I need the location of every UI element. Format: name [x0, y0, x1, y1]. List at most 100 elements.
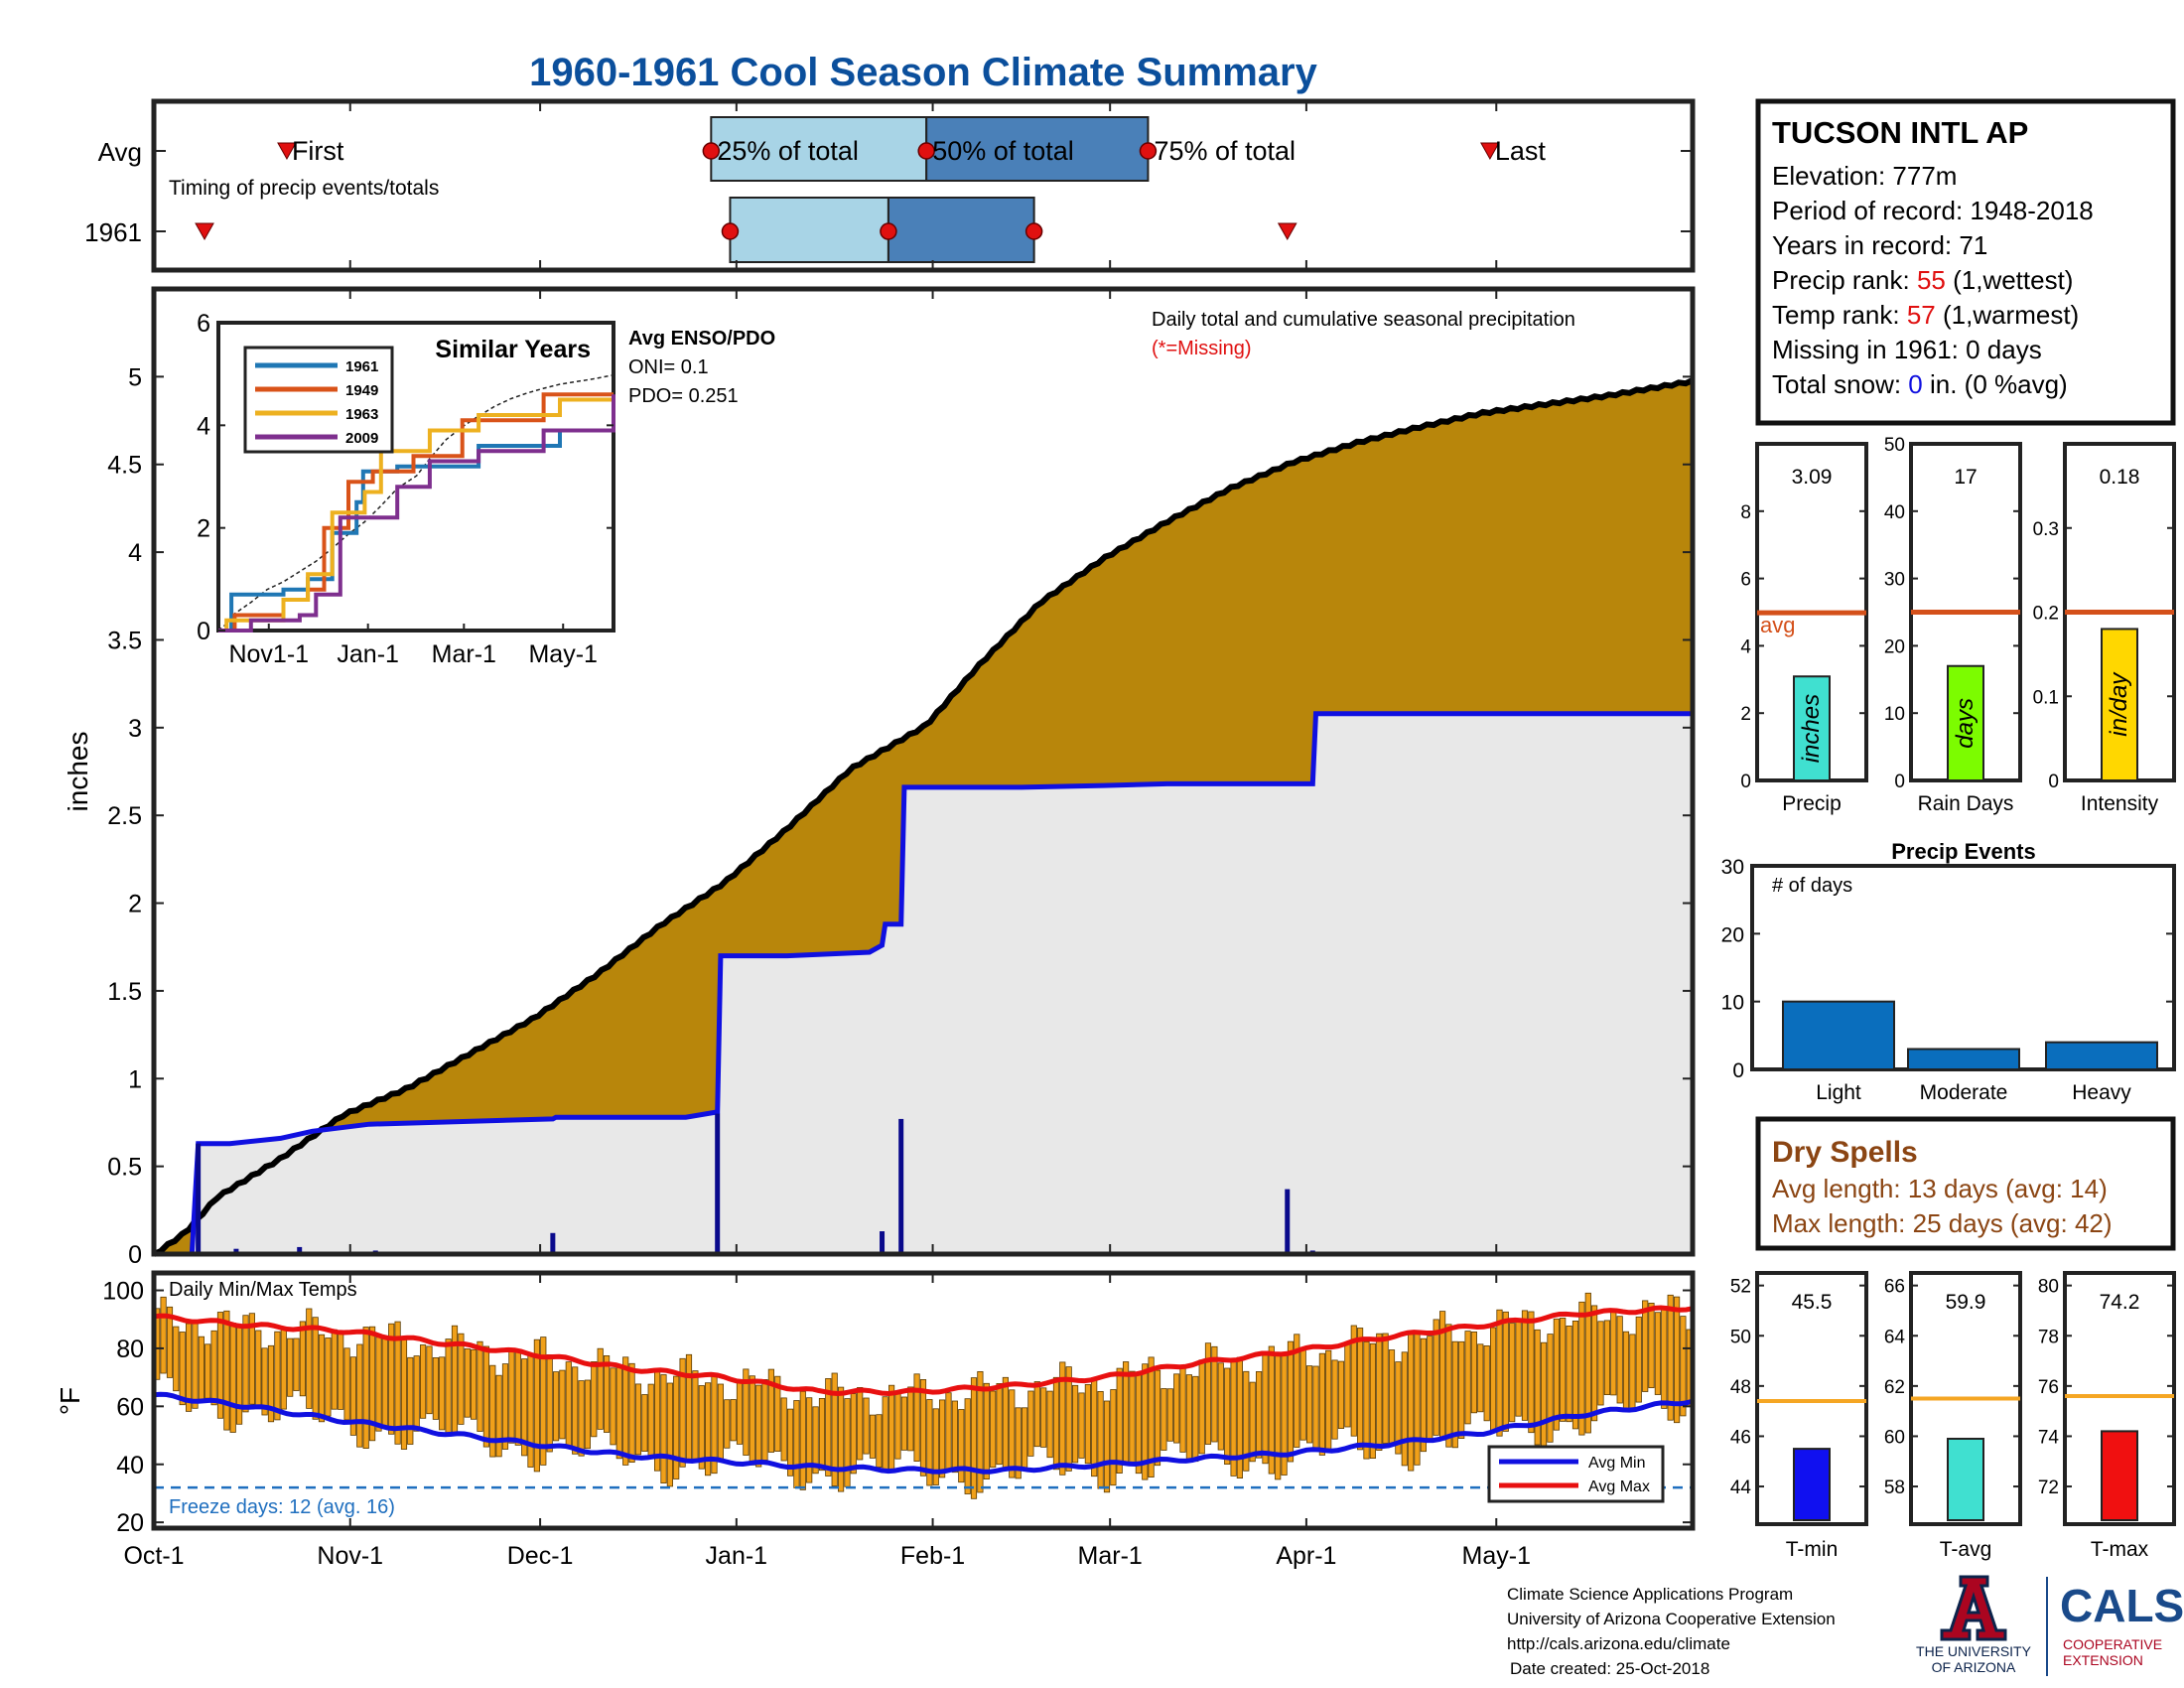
- panel-y-tick-label: 20: [1884, 636, 1905, 657]
- temp-day-bar: [1166, 1388, 1173, 1442]
- precip-summary-panels: 0 2 4 6 8 inches avg 3.09 Precip 0 10 20 30 40 50 days 1…: [1740, 435, 2176, 815]
- date-x-tick-label: Feb-1: [900, 1542, 965, 1570]
- snow-value: 0: [1908, 369, 1922, 399]
- temp-day-bar: [1515, 1321, 1522, 1417]
- timing-year-row: [195, 197, 1297, 263]
- temp-day-bar: [869, 1414, 877, 1459]
- temp-summary-panels: 44 46 48 50 52 45.5 T-min 58 60 62 64 66 59.9 T-avg 72…: [1730, 1271, 2176, 1561]
- temp-day-bar: [318, 1334, 326, 1423]
- temp-day-bar: [349, 1356, 356, 1436]
- timing-triangle-first-icon: [195, 222, 214, 241]
- temp-day-bar: [267, 1344, 275, 1423]
- temp-day-bar: [863, 1397, 870, 1455]
- temp-day-bar: [1616, 1316, 1623, 1404]
- temp-panel-y-tick-label: 66: [1884, 1277, 1905, 1298]
- temp-day-bar: [293, 1337, 300, 1391]
- temp-day-bar: [261, 1347, 268, 1416]
- temp-day-bar: [1015, 1407, 1022, 1479]
- timing-marker-p75: [1024, 222, 1043, 240]
- temp-day-bar: [1560, 1318, 1567, 1422]
- temp-day-bar: [1490, 1327, 1497, 1432]
- temp-day-bar: [958, 1409, 965, 1483]
- temp-day-bar: [280, 1329, 287, 1410]
- timing-marker-p25: [702, 142, 721, 160]
- temp-day-bar: [679, 1357, 686, 1468]
- temp-day-bar: [1597, 1321, 1604, 1406]
- temp-day-bar: [508, 1347, 515, 1444]
- precip-missing-note: (*=Missing): [1152, 338, 1252, 359]
- daily-precip-bar: [880, 1231, 886, 1254]
- temp-day-bar: [1571, 1321, 1579, 1430]
- temp-day-bar: [553, 1371, 560, 1442]
- temp-day-bar: [540, 1336, 547, 1466]
- timing-label-50: 50% of total: [932, 136, 1074, 166]
- temp-day-bar: [844, 1398, 851, 1487]
- temp-day-bar: [1578, 1301, 1585, 1436]
- temp-day-bar: [749, 1375, 755, 1466]
- temp-panel-value-tavg: 59.9: [1946, 1291, 1986, 1314]
- temp-day-bar: [1388, 1349, 1396, 1445]
- temp-day-bar: [876, 1414, 883, 1468]
- temp-frame: [151, 1270, 1696, 1531]
- cals-sub2: EXTENSION: [2063, 1652, 2143, 1668]
- temp-day-bar: [857, 1387, 864, 1461]
- temp-day-bar: [559, 1369, 566, 1440]
- temp-panel-y-tick-label: 72: [2038, 1477, 2059, 1498]
- temp-day-bar: [1249, 1381, 1256, 1463]
- temp-legend: [1487, 1445, 1665, 1503]
- temp-day-bar: [1566, 1326, 1572, 1423]
- temp-day-bar: [1376, 1333, 1383, 1451]
- temp-day-bar: [394, 1321, 401, 1445]
- temp-day-bar: [1591, 1305, 1598, 1422]
- temp-day-bar: [210, 1330, 217, 1406]
- panel-value-raindays: 17: [1954, 466, 1977, 489]
- temp-y-tick-label: 100: [102, 1278, 144, 1306]
- temp-day-bar: [584, 1379, 591, 1450]
- temp-day-bar: [799, 1390, 806, 1490]
- events-y-tick-label: 20: [1721, 923, 1744, 946]
- timing-label-last: Last: [1495, 136, 1547, 166]
- date-x-tick-label: Apr-1: [1276, 1542, 1336, 1570]
- temp-day-bar: [591, 1361, 598, 1438]
- temp-day-bar: [338, 1331, 344, 1410]
- panel-y-tick-label: 0: [1894, 772, 1905, 792]
- footer-line1: Climate Science Applications Program: [1507, 1585, 1793, 1604]
- temp-day-bar: [223, 1310, 230, 1431]
- station-precip-rank: Precip rank: 55 (1,wettest): [1772, 265, 2073, 295]
- timing-marker-p50: [880, 222, 897, 240]
- temp-day-bar: [660, 1374, 667, 1483]
- temp-day-bar: [1103, 1400, 1111, 1493]
- precip-events-panel: Precip Events # of days 0 10 20 30 Light Mode…: [1721, 839, 2176, 1104]
- inset-series-line: [218, 394, 615, 633]
- legend-max-label: Avg Max: [1588, 1478, 1650, 1495]
- temp-day-bar: [1680, 1316, 1687, 1417]
- timing-box-50-75: [925, 116, 1150, 182]
- temp-rank-value: 57: [1907, 300, 1936, 330]
- temp-day-bar: [331, 1329, 338, 1410]
- temp-day-bar: [1363, 1340, 1370, 1460]
- precip-y-tick-label: 3.5: [107, 627, 142, 654]
- temp-day-bar: [907, 1386, 914, 1452]
- temp-day-bar: [470, 1348, 478, 1420]
- temp-day-bar: [641, 1394, 648, 1452]
- temp-day-bar: [692, 1370, 699, 1462]
- dry-spells-title: Dry Spells: [1772, 1136, 1918, 1169]
- daily-precip-bar: [233, 1248, 239, 1254]
- events-bar-light: [1782, 1000, 1895, 1071]
- precip-rank-label: Precip rank:: [1772, 265, 1917, 295]
- dry-spells-frame: [1755, 1116, 2176, 1251]
- inset-y-tick-label: 2: [197, 515, 210, 543]
- temp-day-bar: [964, 1398, 971, 1494]
- temp-day-bar: [1129, 1370, 1136, 1467]
- panel-y-tick-label: 0: [2048, 772, 2059, 792]
- temp-day-bar: [1142, 1363, 1149, 1480]
- temp-day-bar: [1470, 1332, 1477, 1414]
- temp-day-bar: [1344, 1342, 1351, 1428]
- temp-day-bar: [900, 1396, 907, 1451]
- temp-day-bar: [1306, 1365, 1313, 1444]
- temp-day-bar: [1654, 1312, 1661, 1395]
- precip-y-tick-label: 1: [128, 1065, 142, 1093]
- station-frame: [1755, 98, 2176, 426]
- temp-day-bar: [1287, 1340, 1295, 1463]
- temp-day-bar: [673, 1375, 680, 1479]
